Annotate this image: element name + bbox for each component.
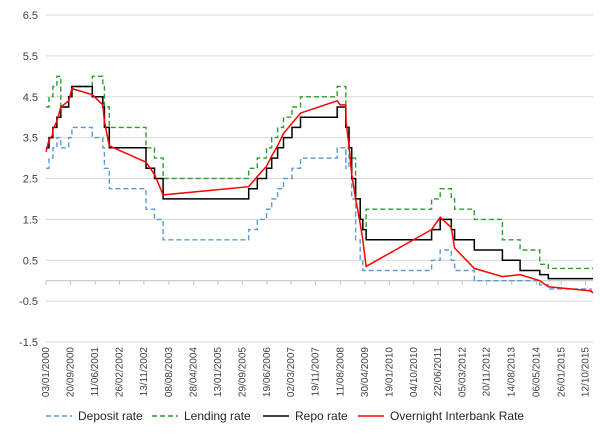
- x-tick-label: 13/11/2002: [139, 347, 150, 397]
- x-tick-label: 30/04/2009: [360, 347, 371, 397]
- x-tick-label: 28/04/2004: [189, 347, 200, 397]
- y-tick-label: 4.5: [23, 92, 38, 104]
- y-tick-label: 3.5: [23, 133, 38, 145]
- legend-label: Lending rate: [184, 409, 251, 423]
- x-tick-label: 05/03/2012: [457, 347, 468, 397]
- y-tick-label: 1.5: [23, 214, 38, 226]
- series-line-3: [45, 87, 594, 294]
- series-line-2: [46, 85, 593, 280]
- x-tick-label: 19/06/2006: [262, 347, 273, 397]
- x-tick-label: 06/05/2014: [531, 347, 542, 397]
- x-tick-label: 13/01/2005: [213, 347, 224, 397]
- x-tick-label: 26/01/2015: [556, 347, 567, 397]
- y-tick-label: -0.5: [19, 296, 38, 308]
- y-tick-label: 5.5: [23, 51, 38, 63]
- x-tick-label: 26/02/2002: [115, 347, 126, 397]
- x-tick-label: 20/11/2012: [482, 347, 493, 397]
- x-tick-label: 29/09/2005: [237, 347, 248, 397]
- x-tick-label: 03/01/2000: [41, 347, 52, 397]
- legend-label: Overnight Interbank Rate: [390, 409, 524, 423]
- x-axis: 03/01/2000 20/09/2000 11/06/2001 26/02/2002…: [41, 280, 592, 397]
- x-tick-label: 12/10/2015: [581, 347, 592, 397]
- x-tick-label: 22/06/2011: [433, 347, 444, 397]
- x-tick-label: 19/01/2010: [385, 347, 396, 397]
- x-tick-label: 19/11/2007: [310, 347, 321, 397]
- series-layer: [45, 75, 594, 294]
- y-axis: 6.5 5.5 4.5 3.5 2.5 1.5 0.5 -0.5 -1.5: [19, 10, 38, 349]
- x-tick-label: 08/08/2003: [164, 347, 175, 397]
- y-tick-label: -1.5: [19, 337, 38, 349]
- x-tick-label: 04/10/2010: [409, 347, 420, 397]
- y-tick-label: 6.5: [23, 10, 38, 22]
- x-tick-label: 11/08/2008: [335, 347, 346, 397]
- legend: Deposit rate Lending rate Repo rate Overnig…: [46, 409, 524, 423]
- series-line-0: [46, 126, 593, 294]
- x-tick-label: 02/03/2007: [286, 347, 297, 397]
- y-tick-label: 2.5: [23, 174, 38, 186]
- gridlines: [46, 14, 593, 343]
- x-tick-label: 14/08/2013: [507, 347, 518, 397]
- series-line-1: [46, 75, 593, 270]
- legend-label: Repo rate: [295, 409, 348, 423]
- x-tick-label: 11/06/2001: [90, 347, 101, 397]
- x-tick-label: 20/09/2000: [65, 347, 76, 397]
- y-tick-label: 0.5: [23, 255, 38, 267]
- legend-label: Deposit rate: [78, 409, 143, 423]
